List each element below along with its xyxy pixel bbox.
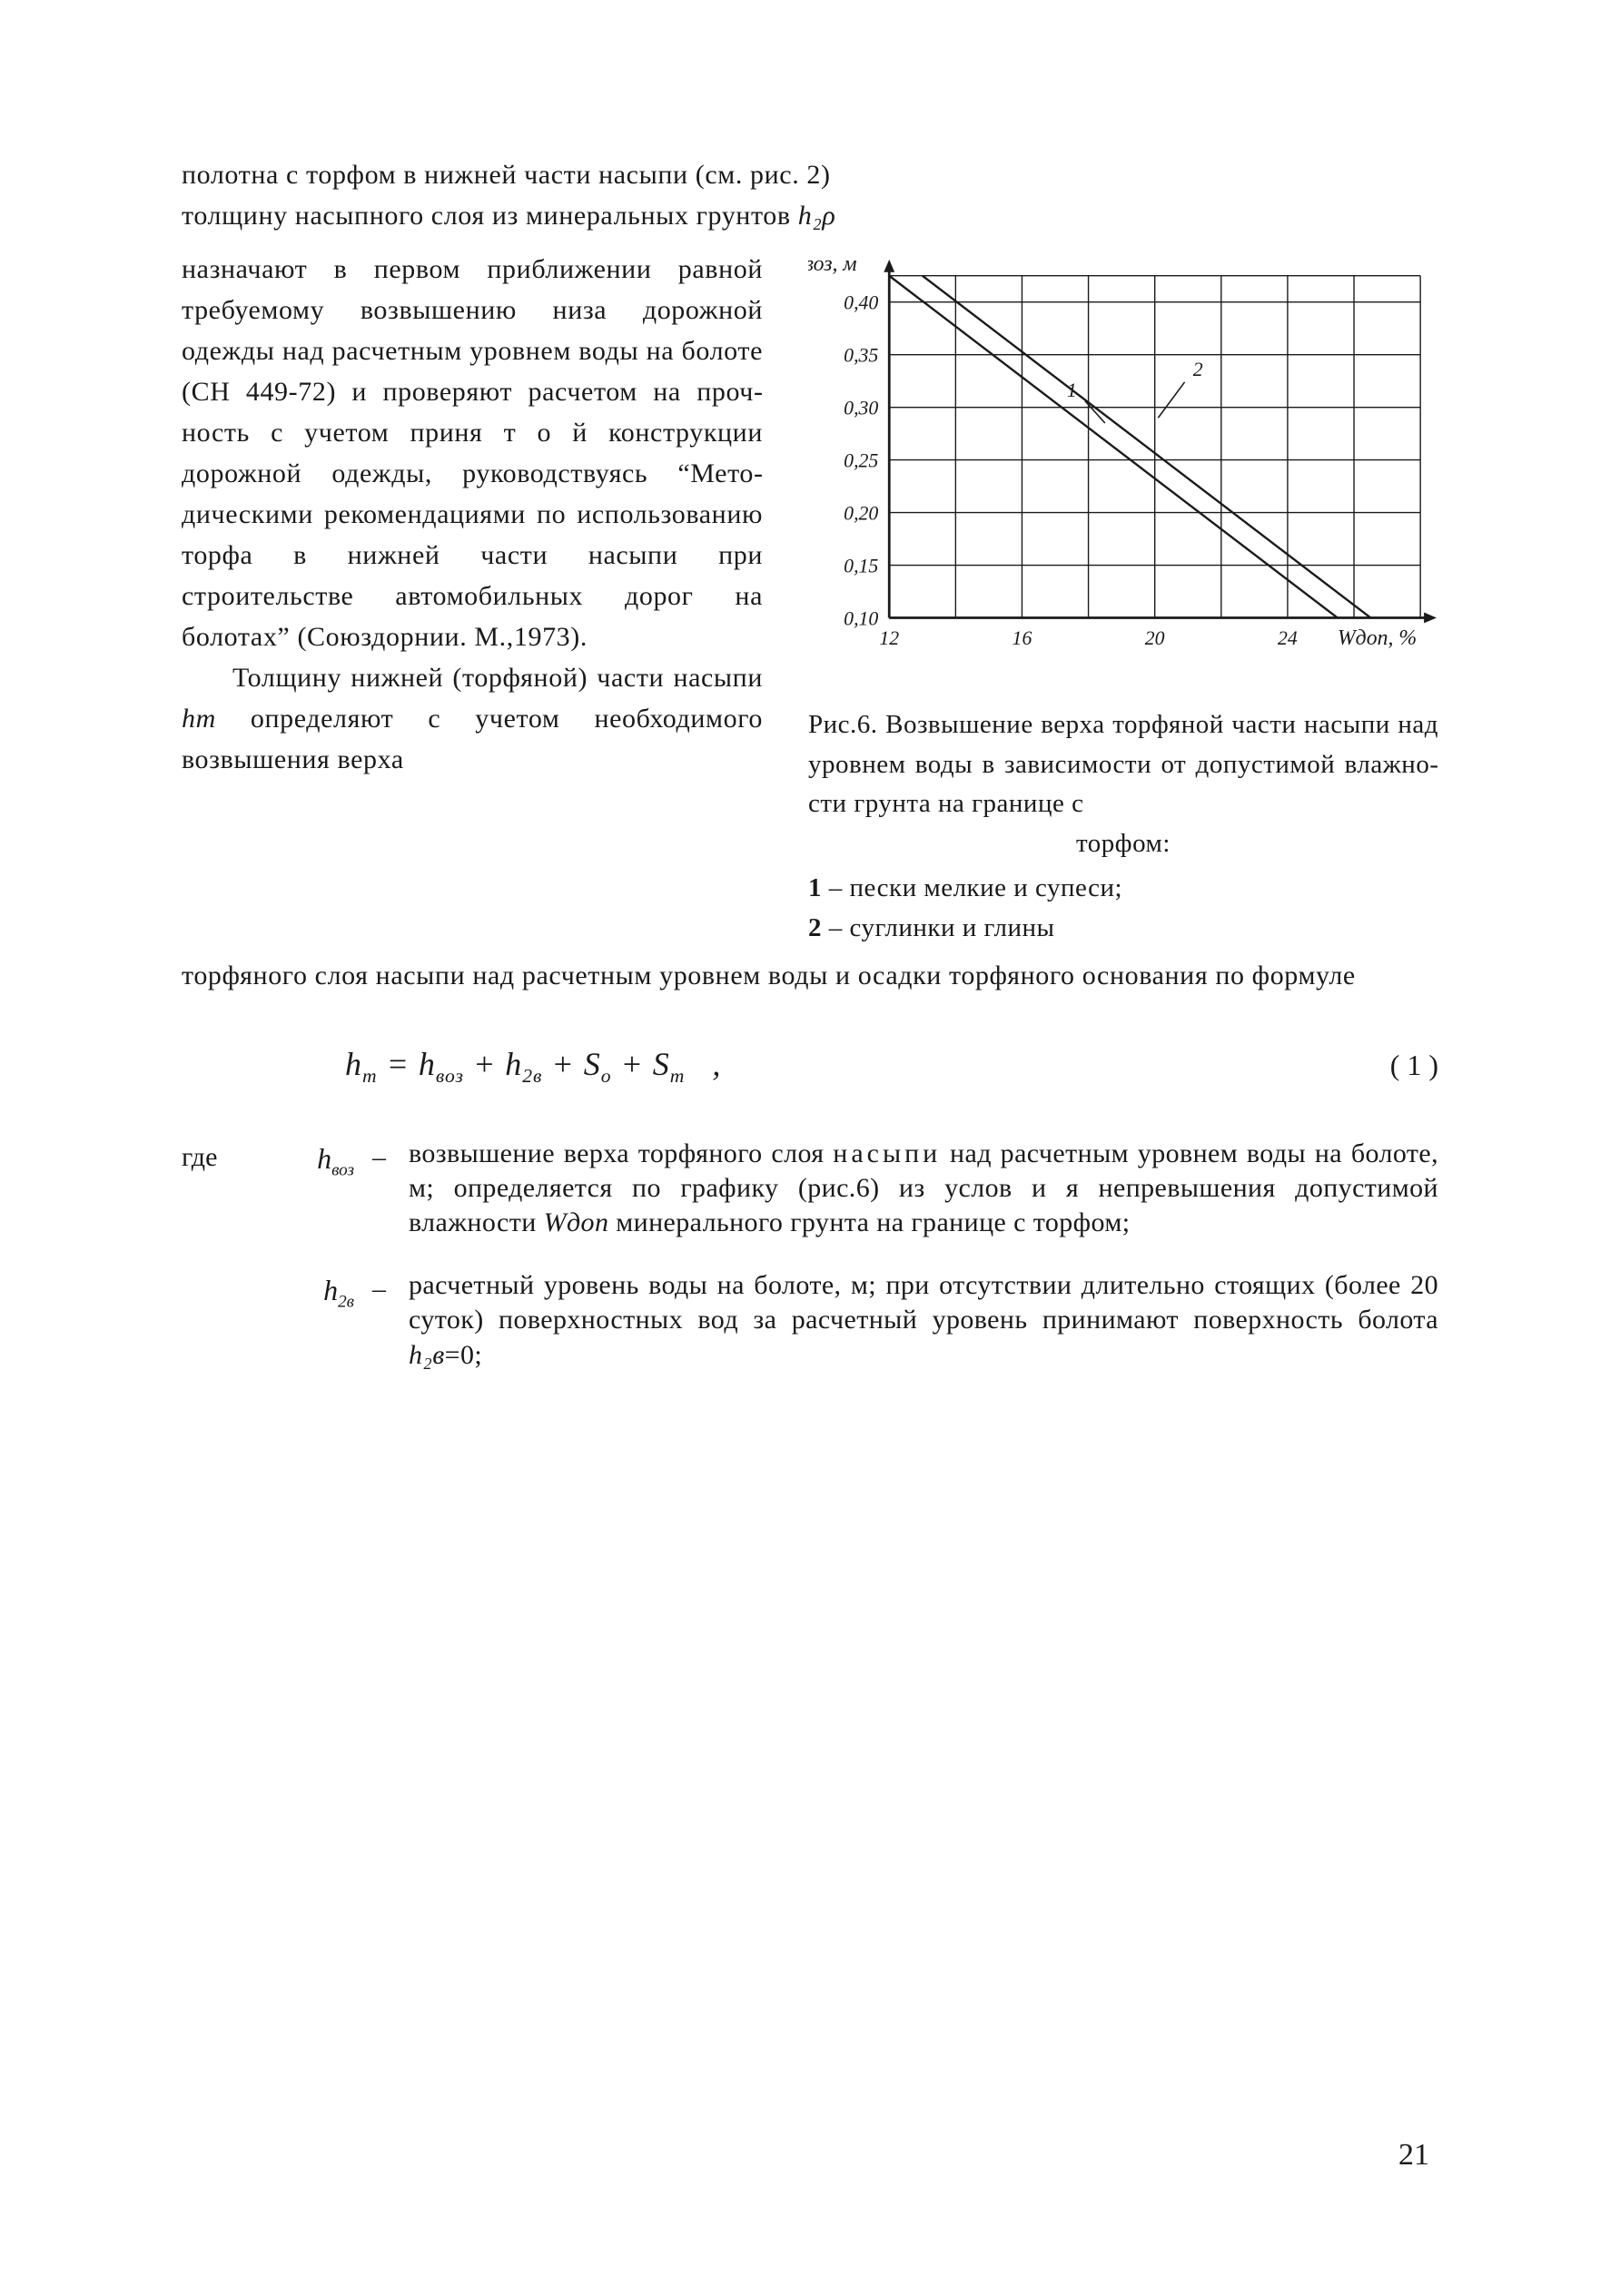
svg-text:16: 16 [1012, 627, 1032, 649]
def-symbol-h2v: h2в [272, 1268, 354, 1373]
svg-text:hвоз, м: hвоз, м [808, 252, 857, 276]
definition-hvoz: где hвоз – возвышение верха торфяного сл… [182, 1137, 1438, 1241]
left-column: назначают в первом при­ближении равной т… [182, 249, 763, 948]
definitions: где hвоз – возвышение верха торфяного сл… [182, 1137, 1438, 1373]
page-number: 21 [1398, 2132, 1429, 2178]
definition-h2v: h2в – расчетный уровень воды на болоте, … [182, 1268, 1438, 1373]
legend-item-2: 2 – суглинки и глины [808, 909, 1438, 949]
svg-text:0,20: 0,20 [844, 502, 878, 524]
two-column-region: назначают в первом при­ближении равной т… [182, 249, 1438, 948]
svg-text:0,35: 0,35 [844, 345, 878, 367]
equation-1: hт = hвоз + h2в + Sо + Sт , [345, 1040, 721, 1091]
svg-text:24: 24 [1278, 627, 1298, 649]
intro-paragraph: полотна с торфом в нижней части насыпи (… [182, 154, 1438, 236]
def-text-h2v: расчетный уровень воды на болоте, м; при… [409, 1268, 1438, 1373]
intro-symbol: h₂ρ [798, 201, 836, 231]
figure-6-chart: 120,100,150,200,250,300,350,4012162024hв… [808, 249, 1438, 663]
def-where-label: где [182, 1137, 254, 1241]
svg-text:0,15: 0,15 [844, 555, 878, 576]
left-para-2: Толщину нижней (торфя­ной) части насыпи … [182, 657, 763, 780]
intro-line2a: толщину насыпного слоя из минеральных гр… [182, 201, 798, 231]
document-page: полотна с торфом в нижней части насыпи (… [0, 0, 1620, 2296]
svg-text:0,30: 0,30 [844, 398, 878, 419]
svg-text:12: 12 [879, 627, 899, 649]
figure-legend: 1 1 – пески мелкие и супеси;– пески мелк… [808, 869, 1438, 948]
after-columns-paragraph: торфяного слоя насыпи над расчетным уров… [182, 955, 1438, 996]
intro-line1: полотна с торфом в нижней части насыпи (… [182, 160, 831, 190]
svg-text:Wдоп, %: Wдоп, % [1338, 626, 1417, 650]
svg-text:0,40: 0,40 [844, 292, 878, 314]
equation-1-row: hт = hвоз + h2в + Sо + Sт , ( 1 ) [182, 1040, 1438, 1091]
figure-caption: Рис.6. Возвышение верха торфяной части н… [808, 705, 1438, 863]
svg-text:20: 20 [1145, 627, 1165, 649]
svg-text:0,10: 0,10 [844, 607, 878, 629]
svg-text:2: 2 [1193, 359, 1203, 380]
def-symbol-hvoz: hвоз [272, 1137, 354, 1241]
svg-text:0,25: 0,25 [844, 450, 878, 472]
left-para-1: назначают в первом при­ближении равной т… [182, 249, 763, 657]
legend-item-1: 1 1 – пески мелкие и супеси;– пески мелк… [808, 869, 1438, 909]
equation-number: ( 1 ) [1390, 1043, 1438, 1087]
right-column: 120,100,150,200,250,300,350,4012162024hв… [808, 249, 1438, 948]
def-text-hvoz: возвышение верха торфяного слоя насыпи н… [409, 1137, 1438, 1241]
